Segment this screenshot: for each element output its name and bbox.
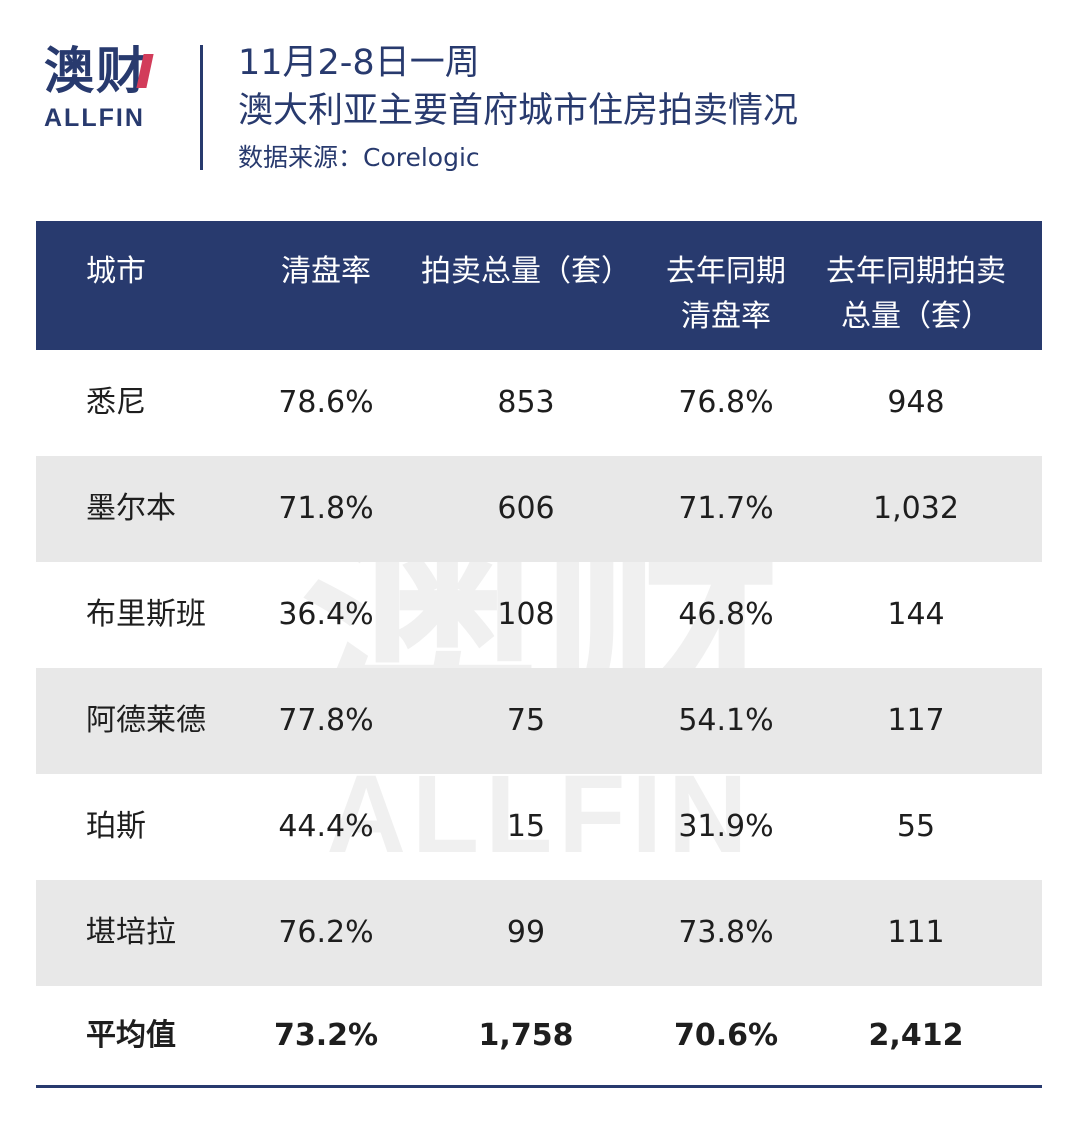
data-source: 数据来源：Corelogic bbox=[238, 143, 480, 172]
city-cell: 堪培拉 bbox=[86, 915, 176, 950]
table-row: 堪培拉 76.2% 99 73.8% 111 bbox=[36, 880, 1042, 986]
logo-en: ALLFIN bbox=[44, 104, 145, 132]
table-row: 悉尼 78.6% 853 76.8% 948 bbox=[36, 350, 1042, 456]
column-header-4: 去年同期拍卖 总量（套） bbox=[816, 249, 1016, 339]
value-cell: 144 bbox=[887, 597, 945, 632]
logo-cn-text: 澳财 bbox=[44, 42, 148, 100]
table-row: 阿德莱德 77.8% 75 54.1% 117 bbox=[36, 668, 1042, 774]
table-row: 珀斯 44.4% 15 31.9% 55 bbox=[36, 774, 1042, 880]
column-header-line: 城市 bbox=[86, 254, 146, 289]
value-cell: 99 bbox=[506, 915, 546, 950]
column-header-line: 清盘率 bbox=[281, 254, 371, 289]
column-header-3: 去年同期 清盘率 bbox=[636, 249, 816, 339]
value-cell: 70.6% bbox=[673, 1018, 779, 1053]
value-cell: 15 bbox=[506, 809, 546, 844]
table-body: 悉尼 78.6% 853 76.8% 948 墨尔本 71.8% 606 71.7% 1,032 布… bbox=[36, 350, 1042, 1086]
header: 11月2-8日一周 澳大利亚主要首府城市住房拍卖情况 数据来源：Corelogi… bbox=[238, 40, 798, 178]
logo-cn: 澳财 bbox=[44, 42, 164, 100]
value-cell: 75 bbox=[506, 703, 546, 738]
value-cell: 76.2% bbox=[278, 915, 374, 950]
city-cell: 珀斯 bbox=[86, 809, 146, 844]
column-header-line: 拍卖总量（套） bbox=[421, 254, 631, 289]
value-cell: 117 bbox=[887, 703, 945, 738]
value-cell: 36.4% bbox=[278, 597, 374, 632]
value-cell: 111 bbox=[887, 915, 945, 950]
value-cell: 46.8% bbox=[678, 597, 774, 632]
value-cell: 55 bbox=[896, 809, 936, 844]
value-cell: 31.9% bbox=[678, 809, 774, 844]
bottom-rule bbox=[36, 1085, 1042, 1088]
title-main: 澳大利亚主要首府城市住房拍卖情况 bbox=[238, 91, 799, 131]
value-cell: 2,412 bbox=[868, 1018, 964, 1053]
value-cell: 54.1% bbox=[678, 703, 774, 738]
city-cell: 平均值 bbox=[86, 1018, 176, 1053]
value-cell: 948 bbox=[887, 385, 945, 420]
column-header-2: 拍卖总量（套） bbox=[406, 249, 646, 294]
value-cell: 77.8% bbox=[278, 703, 374, 738]
auction-table: 城市 清盘率 拍卖总量（套） 去年同期 清盘率 去年同期拍卖 总量（套） 悉尼 78.6% 85… bbox=[36, 221, 1042, 1086]
allfin-logo: 澳财 ALLFIN bbox=[44, 42, 164, 133]
value-cell: 1,032 bbox=[873, 491, 959, 526]
value-cell: 108 bbox=[497, 597, 555, 632]
city-cell: 悉尼 bbox=[86, 385, 146, 420]
value-cell: 1,758 bbox=[478, 1018, 574, 1053]
table-header: 城市 清盘率 拍卖总量（套） 去年同期 清盘率 去年同期拍卖 总量（套） bbox=[36, 221, 1042, 350]
city-cell: 墨尔本 bbox=[86, 491, 176, 526]
value-cell: 853 bbox=[497, 385, 555, 420]
value-cell: 71.8% bbox=[278, 491, 374, 526]
column-header-0: 城市 bbox=[86, 249, 246, 294]
total-row: 平均值 73.2% 1,758 70.6% 2,412 bbox=[36, 986, 1042, 1086]
column-header-line: 总量（套） bbox=[841, 299, 991, 334]
column-header-line: 去年同期拍卖 bbox=[826, 254, 1006, 289]
value-cell: 71.7% bbox=[678, 491, 774, 526]
column-header-line: 去年同期 bbox=[666, 254, 786, 289]
value-cell: 78.6% bbox=[278, 385, 374, 420]
column-header-1: 清盘率 bbox=[246, 249, 406, 294]
value-cell: 44.4% bbox=[278, 809, 374, 844]
city-cell: 布里斯班 bbox=[86, 597, 206, 632]
city-cell: 阿德莱德 bbox=[86, 703, 206, 738]
value-cell: 606 bbox=[497, 491, 555, 526]
value-cell: 73.8% bbox=[678, 915, 774, 950]
header-divider bbox=[200, 45, 203, 170]
title-date: 11月2-8日一周 bbox=[238, 43, 480, 83]
value-cell: 73.2% bbox=[273, 1018, 379, 1053]
column-header-line: 清盘率 bbox=[681, 299, 771, 334]
value-cell: 76.8% bbox=[678, 385, 774, 420]
table-row: 布里斯班 36.4% 108 46.8% 144 bbox=[36, 562, 1042, 668]
table-row: 墨尔本 71.8% 606 71.7% 1,032 bbox=[36, 456, 1042, 562]
